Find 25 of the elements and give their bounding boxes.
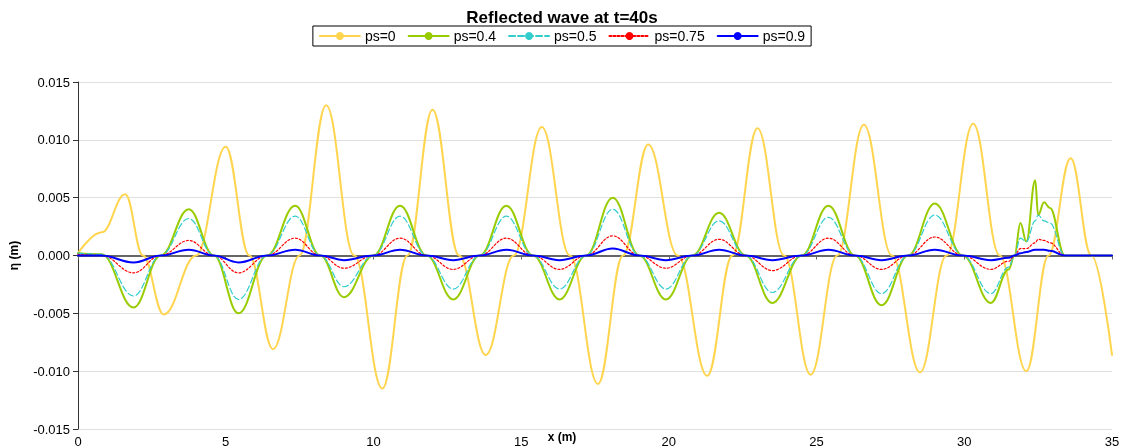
- x-tick-label: 25: [809, 434, 824, 448]
- line-series: [77, 104, 1113, 390]
- y-tick-label: -0.005: [33, 305, 70, 321]
- legend-label: ps=0.5: [554, 28, 597, 44]
- y-tick-label: 0.010: [37, 132, 70, 148]
- y-tick-label: 0.000: [37, 248, 70, 263]
- y-tick-label: -0.015: [33, 421, 70, 437]
- x-tick-label: 5: [222, 434, 230, 448]
- legend-label: ps=0: [364, 28, 396, 44]
- line-series: [77, 247, 1113, 264]
- x-tick-label: 0: [74, 434, 82, 448]
- y-tick-label: 0.005: [37, 190, 70, 206]
- x-tick-label: 10: [366, 434, 381, 448]
- legend-label: ps=0.4: [453, 28, 497, 44]
- chart-title: Reflected wave at t=40s: [466, 8, 658, 27]
- y-axis-title: η (m): [7, 240, 21, 271]
- x-axis-title: x (m): [547, 430, 577, 444]
- legend-label: ps=0.75: [654, 28, 705, 44]
- y-tick-label: 0.015: [37, 74, 70, 90]
- y-tick-label: -0.010: [33, 363, 70, 379]
- x-tick-label: 15: [513, 434, 529, 448]
- legend-label: ps=0.9: [762, 28, 806, 44]
- x-tick-label: 30: [957, 434, 972, 448]
- x-tick-label: 35: [1104, 434, 1120, 448]
- x-tick-label: 20: [661, 434, 677, 448]
